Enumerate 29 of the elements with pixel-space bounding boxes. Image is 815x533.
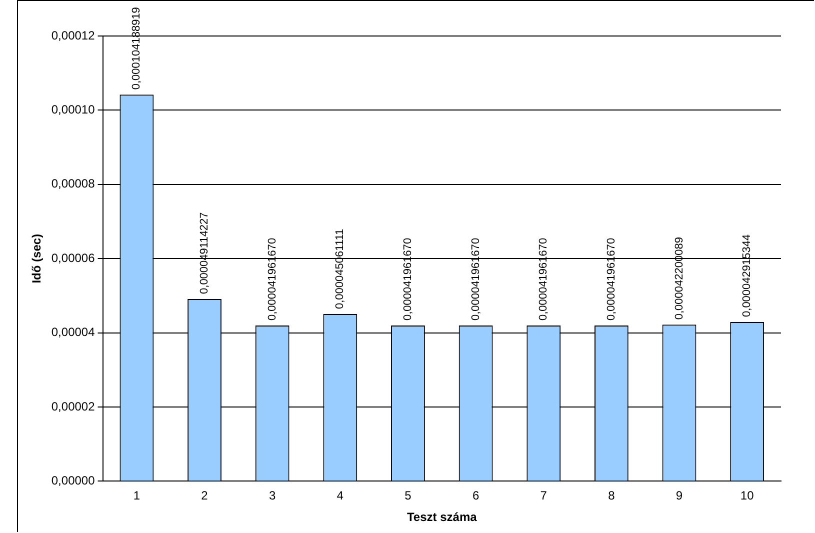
x-axis-title: Teszt száma	[406, 510, 478, 524]
x-tick-label: 8	[608, 488, 616, 503]
y-tick-label: 0,00000	[51, 474, 96, 488]
data-label: 0,000041961670	[605, 238, 618, 321]
data-label: 0,000049114227	[198, 212, 211, 294]
data-label: 0,000041961670	[402, 238, 414, 321]
x-tick-label: 7	[540, 488, 548, 503]
data-label: 0,000041961670	[470, 238, 482, 321]
x-tick-label: 6	[472, 488, 480, 503]
data-label: 0,000041961670	[538, 238, 550, 321]
y-tick-label: 0,00006	[51, 250, 96, 265]
y-tick-label: 0,00004	[51, 325, 96, 340]
y-axis-title: Idő (sec)	[30, 234, 44, 284]
data-label: 0,000042200089	[673, 237, 686, 320]
x-tick-label: 5	[404, 488, 412, 503]
x-tick-label: 3	[268, 488, 276, 503]
data-label: 0,000045061111	[334, 228, 346, 310]
y-tick-label: 0,00012	[51, 28, 96, 42]
x-tick-label: 10	[740, 488, 754, 503]
y-tick-label: 0,00010	[51, 102, 96, 117]
data-label: 0,000042915344	[741, 234, 754, 317]
y-tick-label: 0,00002	[51, 399, 96, 414]
y-tick-label: 0,00008	[51, 176, 96, 191]
x-tick-label: 1	[133, 488, 140, 503]
x-tick-label: 9	[676, 488, 683, 503]
data-label: 0,000104188919	[130, 7, 143, 90]
x-tick-label: 2	[201, 488, 208, 503]
x-tick-label: 4	[336, 488, 344, 503]
data-label: 0,000041961670	[266, 238, 278, 321]
